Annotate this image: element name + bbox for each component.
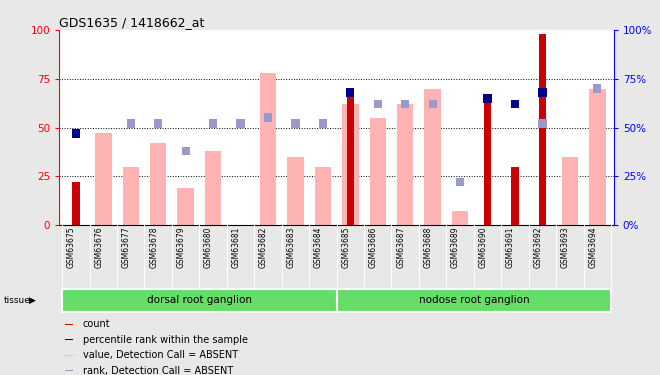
Bar <box>95 134 112 225</box>
Bar <box>370 118 386 225</box>
Text: GSM63689: GSM63689 <box>451 227 460 268</box>
Bar <box>236 119 245 128</box>
Bar <box>346 88 354 225</box>
Text: GSM63681: GSM63681 <box>232 227 240 268</box>
Bar <box>209 119 217 128</box>
Text: GSM63684: GSM63684 <box>314 227 323 268</box>
Text: GSM63687: GSM63687 <box>396 227 405 268</box>
Bar <box>182 147 190 155</box>
Bar <box>260 73 277 225</box>
Bar <box>65 324 73 325</box>
Bar <box>484 98 491 225</box>
Bar <box>205 151 221 225</box>
Bar <box>511 100 519 108</box>
Bar <box>62 289 337 312</box>
Text: GSM63691: GSM63691 <box>506 227 515 268</box>
Bar <box>539 88 546 97</box>
Bar <box>287 157 304 225</box>
Text: GSM63676: GSM63676 <box>94 227 104 268</box>
Bar <box>291 119 300 128</box>
Bar <box>512 166 519 225</box>
Text: GSM63692: GSM63692 <box>533 227 543 268</box>
Bar <box>562 157 578 225</box>
Bar <box>342 104 358 225</box>
Text: GSM63693: GSM63693 <box>561 227 570 268</box>
Text: GSM63694: GSM63694 <box>588 227 597 268</box>
Bar <box>127 119 135 128</box>
Bar <box>72 129 80 138</box>
Text: nodose root ganglion: nodose root ganglion <box>418 295 529 305</box>
Bar <box>319 119 327 128</box>
Bar <box>374 100 382 108</box>
Text: GSM63677: GSM63677 <box>121 227 131 268</box>
Text: GSM63685: GSM63685 <box>341 227 350 268</box>
Bar <box>337 289 611 312</box>
Text: GDS1635 / 1418662_at: GDS1635 / 1418662_at <box>59 16 205 29</box>
Bar <box>65 355 73 356</box>
Text: count: count <box>82 319 110 329</box>
Bar <box>456 178 464 186</box>
Text: dorsal root ganglion: dorsal root ganglion <box>147 295 252 305</box>
Bar <box>539 119 546 128</box>
Bar <box>483 94 492 103</box>
Bar <box>428 100 437 108</box>
Bar <box>452 211 469 225</box>
Text: GSM63678: GSM63678 <box>149 227 158 268</box>
Bar <box>65 339 73 340</box>
Text: GSM63690: GSM63690 <box>478 227 488 268</box>
Text: GSM63675: GSM63675 <box>67 227 76 268</box>
Text: ▶: ▶ <box>29 296 36 305</box>
Text: value, Detection Call = ABSENT: value, Detection Call = ABSENT <box>82 350 238 360</box>
Bar <box>123 166 139 225</box>
Text: GSM63679: GSM63679 <box>177 227 185 268</box>
Bar <box>346 88 354 97</box>
Bar <box>315 166 331 225</box>
Text: GSM63680: GSM63680 <box>204 227 213 268</box>
Text: GSM63686: GSM63686 <box>369 227 378 268</box>
Bar <box>150 143 166 225</box>
Bar <box>589 88 606 225</box>
Text: GSM63683: GSM63683 <box>286 227 296 268</box>
Bar <box>264 113 272 122</box>
Bar <box>424 88 441 225</box>
Text: GSM63688: GSM63688 <box>424 227 433 268</box>
Bar <box>539 34 546 225</box>
Bar <box>593 84 601 93</box>
Bar <box>154 119 162 128</box>
Text: GSM63682: GSM63682 <box>259 227 268 268</box>
Bar <box>397 104 413 225</box>
Text: percentile rank within the sample: percentile rank within the sample <box>82 335 248 345</box>
Bar <box>178 188 194 225</box>
Text: tissue: tissue <box>3 296 30 305</box>
Text: rank, Detection Call = ABSENT: rank, Detection Call = ABSENT <box>82 366 233 375</box>
Bar <box>72 182 80 225</box>
Bar <box>65 370 73 371</box>
Bar <box>401 100 409 108</box>
